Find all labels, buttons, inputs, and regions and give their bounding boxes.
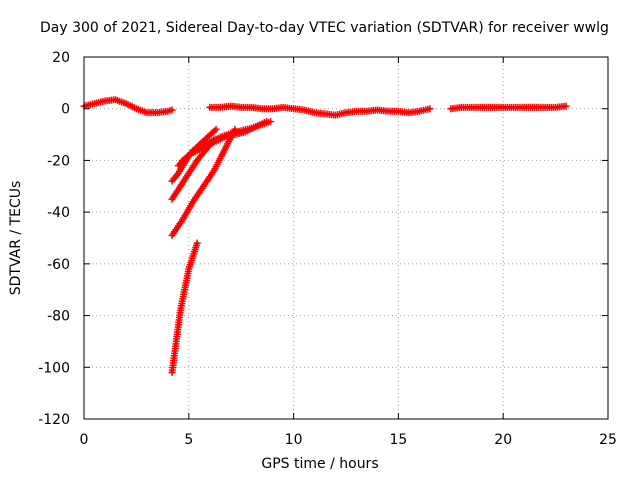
data-series xyxy=(206,102,434,119)
data-point xyxy=(168,106,176,114)
y-tick-label: -120 xyxy=(38,412,70,428)
data-series xyxy=(168,125,239,239)
y-tick-label: -100 xyxy=(38,360,70,376)
y-tick-label: -80 xyxy=(47,309,70,325)
data-point xyxy=(212,125,220,133)
x-tick-label: 0 xyxy=(80,432,89,448)
data-point xyxy=(426,105,434,113)
y-tick-label: -40 xyxy=(47,205,70,221)
x-tick-label: 10 xyxy=(285,432,303,448)
y-tick-label: 0 xyxy=(61,102,70,118)
data-point xyxy=(193,239,201,247)
data-point xyxy=(562,102,570,110)
data-series xyxy=(168,239,201,376)
y-tick-label: -20 xyxy=(47,153,70,169)
tick-layer: 0 5 10 15 20 25 20 0 -20 -40 -60 -80 -100 -120 xyxy=(38,50,617,448)
x-tick-label: 15 xyxy=(389,432,407,448)
plot-frame xyxy=(83,56,609,420)
data-layer xyxy=(80,96,570,376)
x-tick-label: 25 xyxy=(599,432,617,448)
y-tick-label: 20 xyxy=(52,50,70,66)
data-point xyxy=(267,118,275,126)
y-tick-label: -60 xyxy=(47,257,70,273)
x-axis-label: GPS time / hours xyxy=(261,456,379,472)
data-series xyxy=(174,118,275,170)
chart-title: Day 300 of 2021, Sidereal Day-to-day VTE… xyxy=(40,20,609,36)
data-series xyxy=(447,102,570,113)
x-tick-label: 20 xyxy=(494,432,512,448)
data-series xyxy=(80,96,176,117)
x-tick-label: 5 xyxy=(184,432,193,448)
